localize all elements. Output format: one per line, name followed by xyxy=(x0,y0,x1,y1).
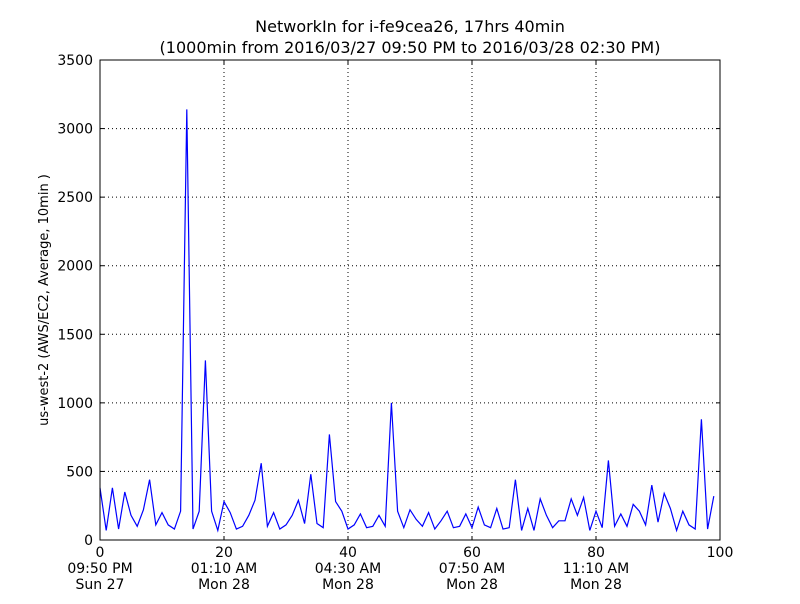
chart-subtitle: (1000min from 2016/03/27 09:50 PM to 201… xyxy=(160,38,661,57)
x-tick-label: 40 xyxy=(339,545,357,561)
plot-area xyxy=(99,109,715,533)
plot-frame xyxy=(99,59,721,541)
y-axis-label: us-west-2 (AWS/EC2, Average, 10min ) xyxy=(37,174,52,426)
x-tick-time: 07:50 AM xyxy=(439,561,505,577)
y-tick-label: 0 xyxy=(84,533,93,549)
x-tick-day: Mon 28 xyxy=(570,577,622,593)
grid xyxy=(100,60,720,540)
y-tick-label: 2000 xyxy=(57,259,93,275)
x-tick-time: 01:10 AM xyxy=(191,561,257,577)
y-tick-label: 1000 xyxy=(57,396,93,412)
y-tick-label: 2500 xyxy=(57,190,93,206)
y-axis: 0 500 1000 1500 2000 2500 3000 3500 xyxy=(57,53,720,549)
x-tick-day: Mon 28 xyxy=(322,577,374,593)
y-tick-label: 3500 xyxy=(57,53,93,69)
series-line xyxy=(99,109,715,533)
y-tick-label: 500 xyxy=(66,464,93,480)
x-tick-label: 20 xyxy=(215,545,233,561)
x-tick-label: 60 xyxy=(463,545,481,561)
y-tick-label: 1500 xyxy=(57,327,93,343)
x-tick-label: 0 xyxy=(96,545,105,561)
x-tick-day: Mon 28 xyxy=(446,577,498,593)
x-tick-time: 04:30 AM xyxy=(315,561,381,577)
x-tick-label: 80 xyxy=(587,545,605,561)
x-tick-day: Sun 27 xyxy=(76,577,125,593)
x-tick-time: 09:50 PM xyxy=(67,561,132,577)
x-tick-time: 11:10 AM xyxy=(563,561,629,577)
x-tick-label: 100 xyxy=(707,545,734,561)
y-tick-label: 3000 xyxy=(57,122,93,138)
chart-title: NetworkIn for i-fe9cea26, 17hrs 40min xyxy=(255,17,565,36)
x-tick-day: Mon 28 xyxy=(198,577,250,593)
